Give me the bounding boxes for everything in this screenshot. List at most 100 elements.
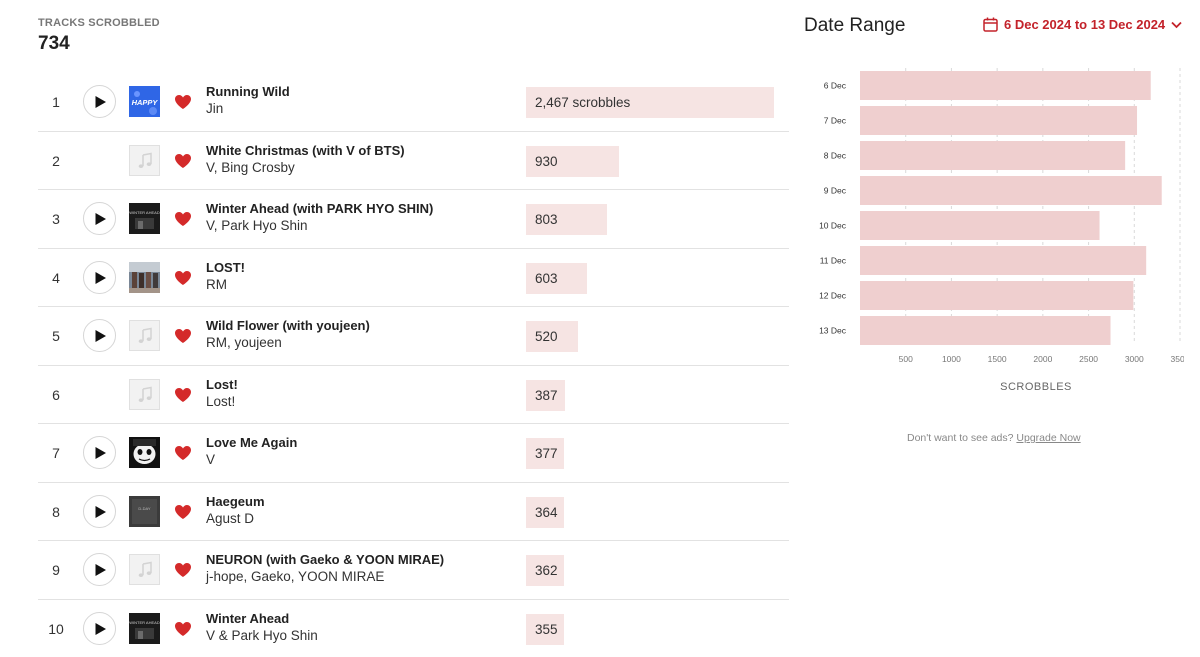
chart-bar[interactable] [860,176,1162,205]
upgrade-now-link[interactable]: Upgrade Now [1016,432,1081,444]
play-button[interactable] [83,494,116,528]
y-tick-label: 13 Dec [819,326,847,336]
track-artist-link[interactable]: V, Bing Crosby [206,159,295,175]
svg-text:HAPPY: HAPPY [132,98,159,107]
x-tick-label: 3500 [1171,354,1184,364]
track-name-link[interactable]: Love Me Again [206,435,298,450]
chart-bar[interactable] [860,316,1111,345]
chart-bar[interactable] [860,71,1151,100]
date-range-picker[interactable]: 6 Dec 2024 to 13 Dec 2024 [983,17,1182,32]
scrobble-count: 364 [535,504,558,520]
table-row[interactable]: 7 Love Me Again V 377 [38,424,789,483]
scrobble-count: 803 [535,212,558,227]
track-name-link[interactable]: Lost! [206,376,238,392]
play-button[interactable] [83,436,116,469]
album-art-haegeum: D-DAY [129,495,160,527]
track-rank: 2 [52,152,60,169]
chart-bar[interactable] [860,141,1126,170]
album-art: D-DAY [129,495,160,527]
table-row[interactable]: 3 WINTER AHEAD Winter Ahead (with PARK HYO… [38,190,789,249]
chevron-down-icon [1171,21,1182,28]
x-axis-label: SCROBBLES [1000,381,1072,393]
heart-icon[interactable] [174,621,192,637]
scrobble-count-bar[interactable]: 355 [526,613,564,645]
track-artist-link[interactable]: V & Park Hyo Shin [206,627,318,643]
album-art-winter: WINTER AHEAD [129,203,160,234]
track-name-link[interactable]: Winter Ahead (with PARK HYO SHIN) [206,201,434,216]
track-artist-link[interactable]: Agust D [206,510,255,526]
heart-icon[interactable] [174,328,192,344]
track-name-link[interactable]: NEURON (with Gaeko & YOON MIRAE) [206,552,445,567]
track-name-link[interactable]: White Christmas (with V of BTS) [206,142,405,158]
x-tick-label: 3000 [1125,354,1144,364]
heart-icon[interactable] [174,94,192,110]
scrobble-count-bar[interactable]: 362 [526,555,564,586]
track-info: Winter Ahead (with PARK HYO SHIN) V, Park… [206,201,433,234]
play-button[interactable] [83,202,116,235]
chart-bar[interactable] [860,211,1100,240]
heart-icon[interactable] [174,387,192,403]
scrobble-count-bar[interactable]: 520 [526,321,578,352]
track-name-link[interactable]: Winter Ahead [206,610,290,626]
table-row[interactable]: 8 D-DAY Haegeum Agust D 364 [38,483,789,541]
track-name-link[interactable]: LOST! [206,259,245,275]
track-artist-link[interactable]: RM, youjeen [206,335,282,350]
track-name-link[interactable]: Haegeum [206,493,265,509]
scrobble-count-bar[interactable]: 364 [526,496,564,528]
svg-text:D-DAY: D-DAY [138,506,150,511]
scrobble-count-bar[interactable]: 930 [526,145,619,177]
play-button[interactable] [83,260,116,294]
heart-icon[interactable] [174,445,192,461]
track-artist-link[interactable]: V [206,452,216,467]
track-name-link[interactable]: Wild Flower (with youjeen) [206,318,370,333]
track-rank: 10 [48,620,64,637]
track-artist-link[interactable]: Jin [206,101,224,116]
table-row[interactable]: 6 Lost! Lost! 387 [38,366,789,424]
track-name-link[interactable]: Running Wild [206,84,290,99]
y-tick-label: 8 Dec [824,151,847,161]
table-row[interactable]: 2 White Christmas (with V of BTS) V, Bing … [38,132,789,190]
heart-icon[interactable] [174,153,192,169]
track-artist-link[interactable]: V, Park Hyo Shin [206,218,308,233]
y-tick-label: 9 Dec [824,186,847,196]
play-button[interactable] [83,85,116,118]
chart-bar[interactable] [860,106,1138,135]
album-art-happy: HAPPY [129,86,160,117]
heart-icon[interactable] [174,211,192,227]
scrobble-count-bar[interactable]: 2,467 scrobbles [526,87,774,118]
play-icon [95,330,106,342]
music-note-icon [138,327,152,343]
table-row[interactable]: 5 Wild Flower (with youjeen) RM, youjeen 52… [38,307,789,366]
table-row[interactable]: 1 HAPPY Running Wild Jin 2,467 scrobbles [38,73,789,132]
heart-icon[interactable] [174,562,192,578]
track-artist-link[interactable]: j-hope, Gaeko, YOON MIRAE [206,569,385,584]
track-rank: 7 [52,445,60,461]
chart-bar[interactable] [860,281,1134,310]
album-art [129,554,160,585]
play-button[interactable] [83,611,116,645]
y-tick-label: 6 Dec [824,81,847,91]
play-icon [95,564,106,576]
ads-text: Don't want to see ads? [907,432,1014,444]
scrobble-count-bar[interactable]: 603 [526,262,587,294]
track-artist-link[interactable]: RM [206,276,227,292]
scrobble-count-bar[interactable]: 803 [526,204,607,235]
track-info: White Christmas (with V of BTS) V, Bing C… [206,143,405,176]
album-art-love-me-again [129,437,160,468]
scrobble-count: 603 [535,270,558,286]
scrobble-count-bar[interactable]: 387 [526,379,565,411]
play-button[interactable] [83,319,116,352]
play-button[interactable] [83,553,116,586]
scrobble-count-bar[interactable]: 377 [526,438,564,469]
track-artist-link[interactable]: Lost! [206,393,236,409]
heart-icon[interactable] [174,270,192,286]
track-list: 1 HAPPY Running Wild Jin 2,467 scrobbles 2 Whi… [38,73,789,657]
chart-bar[interactable] [860,246,1147,275]
table-row[interactable]: 4 LOST! RM 603 [38,249,789,307]
scrobble-count: 377 [535,446,558,461]
table-row[interactable]: 9 NEURON (with Gaeko & YOON MIRAE) j-hope,… [38,541,789,600]
heart-icon[interactable] [174,504,192,520]
track-info: Winter Ahead V & Park Hyo Shin [206,611,318,644]
table-row[interactable]: 10 WINTER AHEAD Winter Ahead V & Park Hyo S… [38,600,789,657]
track-info: Wild Flower (with youjeen) RM, youjeen [206,318,370,351]
